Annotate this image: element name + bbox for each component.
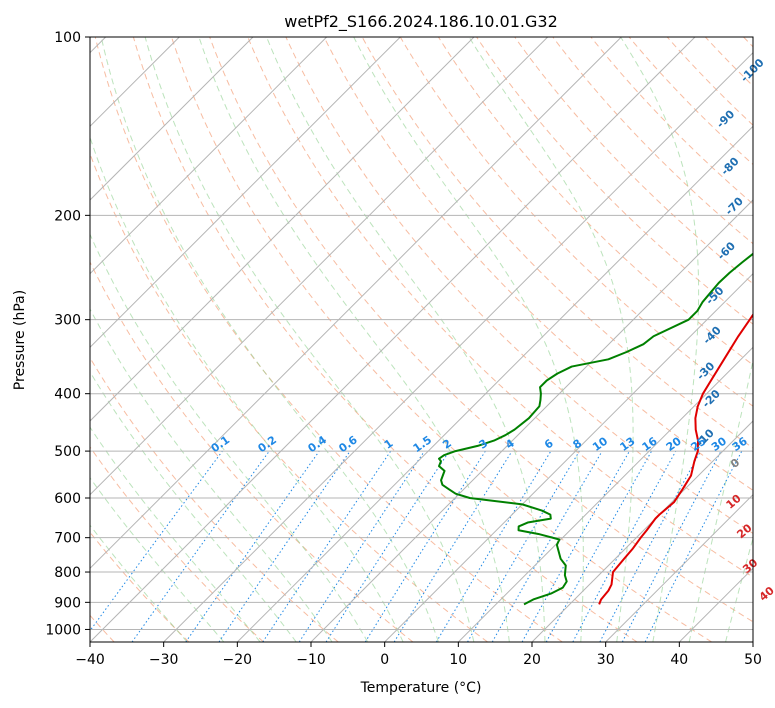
y-axis-label: Pressure (hPa) xyxy=(12,290,28,390)
dewpoint-line xyxy=(438,252,753,606)
isotherm xyxy=(90,37,549,496)
mixing-ratio-line xyxy=(325,450,450,642)
mixing-ratio-line xyxy=(218,450,351,642)
isotherm xyxy=(605,493,753,642)
mixing-ratio-line xyxy=(393,450,513,642)
moist-adiabat xyxy=(90,476,225,642)
x-tick-label: −30 xyxy=(149,652,179,668)
x-tick-label: 20 xyxy=(523,652,541,668)
moist-adiabat xyxy=(90,426,261,642)
mixing-ratio-line xyxy=(545,450,653,642)
isotherm xyxy=(236,125,753,642)
moist-adiabat-label: 40 xyxy=(757,584,775,604)
y-tick-label: 600 xyxy=(54,491,81,507)
x-tick-label: 40 xyxy=(670,652,688,668)
x-axis-label: Temperature (°C) xyxy=(360,680,482,696)
moist-adiabat xyxy=(725,536,753,642)
moist-adiabat xyxy=(90,135,404,642)
isotherm xyxy=(531,420,753,642)
x-tick-label: 0 xyxy=(380,652,389,668)
x-tick-label: 50 xyxy=(744,652,762,668)
dry-adiabat xyxy=(90,446,264,642)
isotherm xyxy=(90,37,475,422)
mixing-ratio-line xyxy=(644,450,743,642)
y-tick-label: 300 xyxy=(54,313,81,329)
y-tick-label: 700 xyxy=(54,531,81,547)
mixing-ratio-line xyxy=(131,450,270,642)
moist-adiabat xyxy=(100,37,439,642)
chart-title: wetPf2_S166.2024.186.10.01.G32 xyxy=(284,12,558,32)
axes: −40 −30 −20 −10 0 10 20 30 40 50 1000 900 800 700 600 5… xyxy=(45,30,762,668)
x-tick-label: −10 xyxy=(296,652,326,668)
dry-adiabat xyxy=(247,37,753,578)
moist-adiabat xyxy=(90,524,188,642)
dry-adiabat xyxy=(94,37,563,642)
plot-background xyxy=(90,37,753,642)
y-tick-label: 900 xyxy=(54,595,81,611)
y-tick-label: 800 xyxy=(54,565,81,581)
isotherm xyxy=(310,199,753,642)
y-tick-label: 500 xyxy=(54,444,81,460)
y-tick-label: 100 xyxy=(54,30,81,46)
moist-adiabat xyxy=(144,37,475,642)
moist-adiabat xyxy=(266,37,546,642)
mixing-ratio-line xyxy=(90,450,223,632)
moist-adiabat xyxy=(90,370,297,642)
moist-adiabat xyxy=(90,233,369,642)
moist-adiabat xyxy=(353,37,584,642)
moist-adiabat xyxy=(198,37,510,642)
dry-adiabat xyxy=(399,37,753,407)
moist-adiabat xyxy=(762,37,775,642)
isotherm xyxy=(752,641,753,642)
isotherm xyxy=(163,51,753,642)
isotherm xyxy=(90,37,401,349)
profile-lines xyxy=(438,252,753,606)
mixing-ratio-line xyxy=(185,450,320,642)
dry-adiabat xyxy=(209,37,753,623)
temperature-line xyxy=(598,312,753,605)
x-tick-label: −20 xyxy=(223,652,253,668)
isotherm xyxy=(90,37,254,201)
moist-adiabat xyxy=(688,358,753,642)
y-tick-label: 200 xyxy=(54,208,81,224)
moist-adiabat xyxy=(90,308,333,642)
isotherm xyxy=(384,272,753,642)
mixing-ratio-line xyxy=(262,450,392,642)
dry-adiabat xyxy=(514,37,753,285)
background-lines xyxy=(90,37,775,642)
y-tick-label: 400 xyxy=(54,387,81,403)
mixing-ratio-line xyxy=(572,450,677,642)
dry-adiabat xyxy=(132,37,638,642)
dry-adiabat xyxy=(323,37,753,491)
dry-adiabat xyxy=(628,37,753,166)
dry-adiabat xyxy=(90,260,414,642)
x-tick-label: 30 xyxy=(597,652,615,668)
plot-frame xyxy=(89,36,754,643)
isotherm xyxy=(90,37,696,642)
mixing-ratio-line xyxy=(298,450,425,642)
moist-adiabat xyxy=(620,37,700,642)
isotherm xyxy=(90,37,328,275)
y-tick-label: 1000 xyxy=(45,622,81,638)
isotherm xyxy=(90,37,622,570)
x-tick-label: −40 xyxy=(75,652,105,668)
dry-adiabat xyxy=(476,37,753,325)
x-tick-label: 10 xyxy=(449,652,467,668)
